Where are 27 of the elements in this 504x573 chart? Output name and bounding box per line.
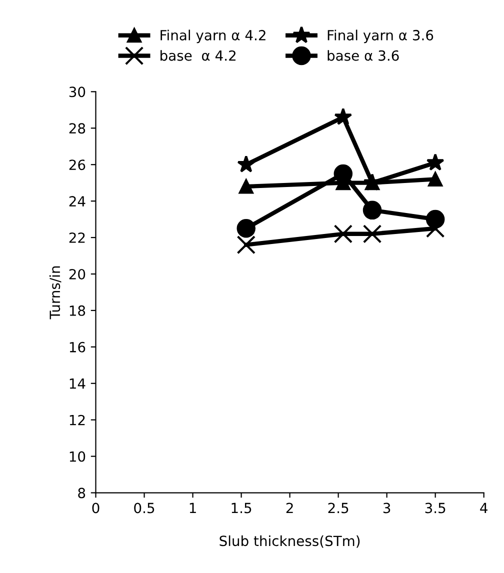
y-axis-title: Turns/in xyxy=(49,266,62,320)
y-tick-label: 22 xyxy=(69,232,85,243)
y-tick-label: 20 xyxy=(69,268,86,280)
y-tick-label: 18 xyxy=(70,305,86,316)
y-tick-label: 12 xyxy=(70,414,85,426)
y-tick-label: 10 xyxy=(70,451,86,462)
y-tick-label: 28 xyxy=(69,123,86,134)
legend-label: Final yarn α 4.2 xyxy=(160,30,266,44)
legend-label: base α 4.2 xyxy=(160,50,236,61)
x-tick-label: 4 xyxy=(480,502,488,514)
y-tick-label: 24 xyxy=(69,196,86,206)
legend-label: Final yarn α 3.6 xyxy=(328,30,434,44)
y-tick-label: 16 xyxy=(70,342,86,352)
y-tick-label: 8 xyxy=(78,488,86,498)
y-tick-label: 14 xyxy=(70,378,86,389)
x-tick-label: 3 xyxy=(383,502,390,514)
legend-label: base α 3.6 xyxy=(328,50,399,61)
y-tick-label: 30 xyxy=(69,86,86,98)
x-axis-title: Slub thickness(STm) xyxy=(220,535,360,548)
x-tick-label: 1 xyxy=(190,502,196,514)
x-tick-label: 3.5 xyxy=(425,502,446,514)
y-tick-label: 26 xyxy=(69,160,86,170)
x-tick-label: 2.5 xyxy=(328,502,348,514)
x-tick-label: 0 xyxy=(92,502,100,514)
x-tick-label: 0.5 xyxy=(134,502,154,514)
x-tick-label: 2 xyxy=(286,502,293,514)
x-tick-label: 1.5 xyxy=(232,502,252,514)
